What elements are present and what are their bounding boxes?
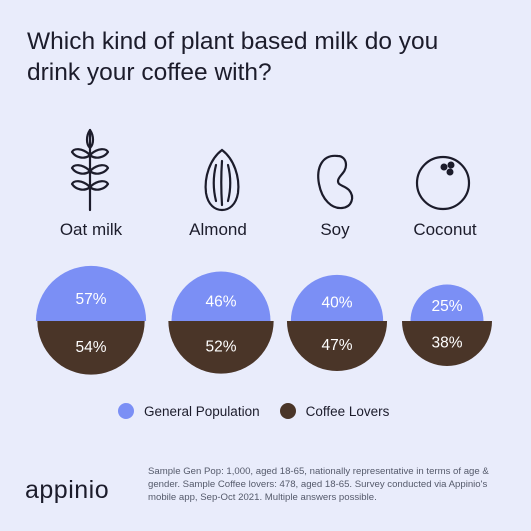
general-half-oat [35,265,147,321]
coconut-icon [415,155,471,211]
coffee-value-almond: 52% [205,338,236,355]
almond-icon [204,148,240,212]
category-label-coconut: Coconut [413,220,477,239]
legend-swatch-general [118,403,134,419]
general-value-oat: 57% [75,291,106,308]
coffee-value-oat: 54% [75,339,106,356]
general-value-soy: 40% [321,295,352,312]
coffee-half-soy [286,321,388,372]
coffee-half-almond [168,321,274,374]
coffee-value-soy: 47% [321,337,352,354]
general-value-almond: 46% [205,293,236,310]
category-label-almond: Almond [189,220,247,239]
legend: General Population Coffee Lovers [118,403,409,419]
general-value-coconut: 25% [431,298,462,315]
chart-title: Which kind of plant based milk do you dr… [27,28,439,86]
legend-item-coffee: Coffee Lovers [279,403,390,419]
coffee-value-coconut: 38% [431,335,462,352]
general-half-soy [290,274,384,321]
appinio-logo: appinio [25,476,110,504]
category-label-oat: Oat milk [59,220,123,239]
legend-label-coffee: Coffee Lovers [305,403,390,419]
coffee-half-oat [37,321,145,375]
soy-bean-icon [317,154,354,210]
legend-item-general: General Population [118,403,260,419]
wheat-icon [70,128,110,212]
coffee-half-coconut [401,321,493,366]
category-label-soy: Soy [320,220,350,239]
legend-swatch-coffee [279,403,296,419]
legend-label-general: General Population [144,403,260,419]
general-half-almond [171,271,271,321]
footnote: Sample Gen Pop: 1,000, aged 18-65, natio… [148,466,489,503]
general-half-coconut [410,284,484,321]
